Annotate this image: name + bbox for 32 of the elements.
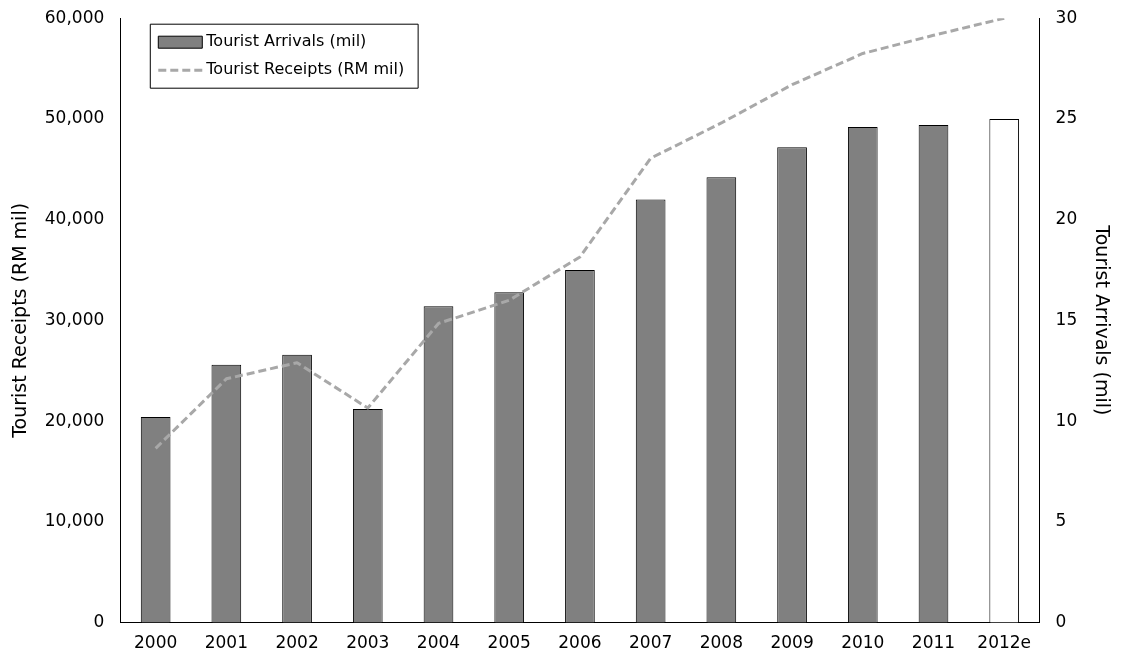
y2-tick-label: 5: [1055, 510, 1067, 531]
x-tick-label: 2011: [911, 632, 956, 653]
y-tick-label: 10,000: [44, 510, 105, 531]
y2-tick-label: 15: [1055, 308, 1078, 329]
x-tick-label: 2001: [204, 632, 248, 653]
x-tick-label: 2012e: [977, 632, 1032, 653]
y-tick-label: 30,000: [44, 308, 105, 329]
y2-axis-title: Tourist Arrivals (mil): [1091, 224, 1114, 416]
y-tick-label: 50,000: [44, 107, 105, 128]
legend-label: Tourist Arrivals (mil): [205, 31, 367, 51]
x-tick-label: 2006: [558, 632, 602, 653]
y-tick-label: 60,000: [44, 6, 105, 27]
x-tick-label: 2007: [629, 632, 673, 653]
x-tick-label: 2005: [487, 632, 531, 653]
y2-tick-label: 0: [1055, 611, 1067, 632]
y-tick-label: 0: [93, 611, 105, 632]
x-tick-label: 2002: [275, 632, 319, 653]
x-tick-label: 2000: [134, 632, 178, 653]
y2-tick-label: 30: [1055, 6, 1078, 27]
x-tick-label: 2008: [699, 632, 743, 653]
y2-tick-label: 20: [1055, 208, 1078, 229]
y-tick-label: 40,000: [44, 208, 105, 229]
y2-tick-label: 10: [1055, 409, 1078, 430]
y2-tick-label: 25: [1055, 107, 1078, 128]
x-tick-label: 2003: [346, 632, 390, 653]
line-series: [154, 18, 1006, 450]
x-tick-label: 2004: [416, 632, 461, 653]
y-tick-label: 20,000: [44, 409, 105, 430]
legend-label: Tourist Receipts (RM mil): [205, 59, 405, 79]
y-axis-title: Tourist Receipts (RM mil): [8, 202, 31, 439]
x-tick-label: 2010: [841, 632, 885, 653]
x-tick-label: 2009: [770, 632, 814, 653]
